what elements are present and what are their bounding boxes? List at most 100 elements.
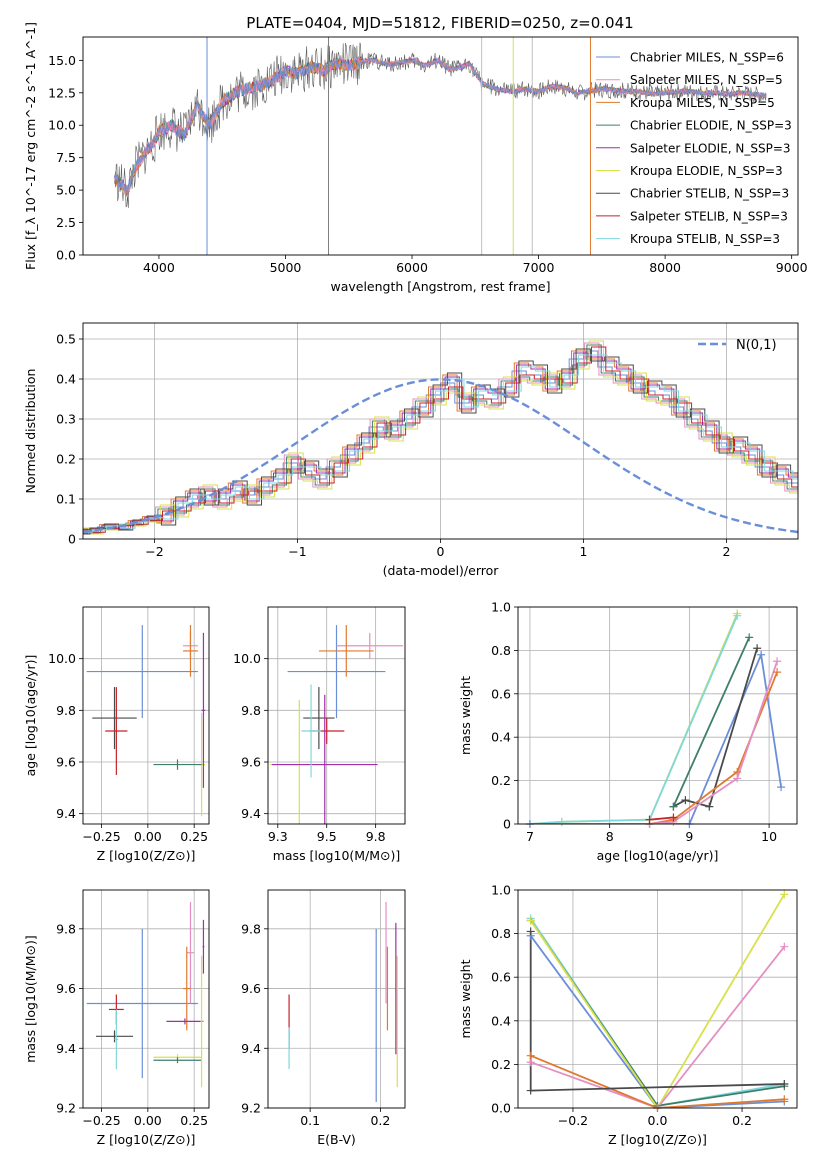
- y-tick-label: 9.6: [56, 755, 76, 770]
- mass-weight-vs-metallicity-panel: −0.2 0.0 0.2 0.0 0.2 0.4 0.6 0.8 1.0 Z [log10(Z/Z…: [458, 883, 798, 1147]
- y-tick-label: 0.5: [56, 332, 76, 347]
- histogram-step: [83, 346, 798, 533]
- legend-label: N(0,1): [736, 338, 777, 353]
- data-point: [705, 802, 714, 811]
- x-tick-label: 4000: [143, 260, 175, 275]
- histogram-step: [83, 348, 798, 535]
- spectrum-line: [114, 42, 767, 209]
- y-tick-label: 0.4: [491, 1013, 511, 1028]
- y-tick-label: 0.8: [491, 643, 511, 658]
- weight-line: [529, 935, 785, 1108]
- age-vs-mass-panel: 9.3 9.5 9.8 9.4 9.6 9.8 10.0 mass [log10(M/M⊙)]: [233, 606, 406, 863]
- y-tick-label: 9.8: [56, 921, 76, 936]
- legend-label: Chabrier STELIB, N_SSP=3: [630, 187, 789, 201]
- y-tick-label: 0.2: [491, 773, 511, 788]
- x-tick-label: 0.00: [134, 1113, 162, 1128]
- data-point: [526, 1051, 535, 1060]
- x-tick-label: 0.2: [732, 1113, 752, 1128]
- y-tick-label: 0.0: [491, 1101, 511, 1116]
- y-tick-label: 0.4: [56, 372, 76, 387]
- x-tick-label: 8: [606, 829, 614, 844]
- data-point: [780, 1095, 789, 1104]
- axes-frame: [517, 889, 798, 1109]
- y-tick-label: 0.8: [491, 926, 511, 941]
- mass-weight-vs-age-panel: 7 8 9 10 0 0.2 0.4 0.6 0.8 1.0 age [log10(age/yr)]…: [458, 600, 798, 863]
- y-tick-label: 9.2: [56, 1101, 76, 1116]
- x-tick-label: 1: [580, 544, 588, 559]
- x-tick-label: 0.1: [300, 1113, 320, 1128]
- data-point: [773, 668, 782, 677]
- y-axis-label: Normed distribution: [23, 369, 38, 494]
- plot-area: [86, 625, 206, 817]
- x-axis-label: Z [log10(Z/Z⊙)]: [97, 1132, 196, 1147]
- legend-label: Chabrier MILES, N_SSP=6: [630, 51, 784, 65]
- spectrum-line: [114, 56, 767, 196]
- x-tick-label: 0.25: [180, 1113, 208, 1128]
- y-tick-label: 0.2: [491, 1057, 511, 1072]
- age-vs-metallicity-panel: −0.25 0.00 0.25 9.4 9.6 9.8 10.0 Z [log10(Z/Z⊙)…: [23, 606, 210, 863]
- data-point: [681, 796, 690, 805]
- x-tick-label: 2: [723, 544, 731, 559]
- x-axis-label: Z [log10(Z/Z⊙)]: [608, 1132, 707, 1147]
- y-tick-label: 15.0: [48, 53, 76, 68]
- y-axis-label: mass weight: [458, 959, 473, 1038]
- data-point: [557, 817, 566, 826]
- plot-area: [86, 901, 205, 1088]
- mass-vs-ebv-panel: 0.1 0.2 9.2 9.4 9.6 9.8 E(B-V): [241, 889, 406, 1147]
- axes-frame: [267, 889, 406, 1109]
- x-tick-label: −0.25: [82, 829, 120, 844]
- y-tick-label: 10.0: [233, 651, 261, 666]
- x-tick-label: 0.2: [370, 1113, 390, 1128]
- axes-frame: [517, 606, 798, 825]
- weight-line: [672, 647, 758, 808]
- histogram-panel: −2 −1 0 1 2 0 0.1 0.2 0.3 0.4 0.5 (data-model)/erro…: [23, 322, 799, 578]
- data-point: [780, 890, 789, 899]
- x-tick-label: 9000: [776, 260, 808, 275]
- plot-area: [529, 613, 782, 824]
- weight-line: [649, 671, 778, 824]
- x-tick-label: 7000: [523, 260, 555, 275]
- plot-area: [288, 901, 398, 1103]
- data-point: [733, 774, 742, 783]
- data-point: [526, 916, 535, 925]
- weight-line: [529, 893, 786, 1108]
- legend-label: Salpeter STELIB, N_SSP=3: [630, 209, 788, 223]
- x-axis-label: wavelength [Angstrom, rest frame]: [330, 279, 550, 294]
- legend-label: Chabrier ELODIE, N_SSP=3: [630, 119, 792, 133]
- y-tick-label: 7.5: [56, 150, 76, 165]
- histogram-step: [83, 352, 798, 534]
- x-tick-label: 0.25: [180, 829, 208, 844]
- x-tick-label: 8000: [649, 260, 681, 275]
- y-tick-label: 9.8: [241, 703, 261, 718]
- x-axis-label: E(B-V): [317, 1132, 356, 1147]
- x-tick-label: 9.8: [366, 829, 386, 844]
- y-tick-label: 2.5: [56, 215, 76, 230]
- weight-line: [530, 946, 786, 1108]
- data-point: [645, 815, 654, 824]
- plot-area: [114, 37, 767, 255]
- y-axis-label: mass weight: [458, 676, 473, 755]
- x-tick-label: 0.00: [134, 829, 162, 844]
- weight-line: [529, 613, 739, 824]
- data-point: [733, 611, 742, 620]
- y-axis-label: mass [log10(M/M⊙)]: [23, 935, 38, 1063]
- y-tick-label: 1.0: [491, 600, 511, 615]
- x-tick-label: 9.3: [268, 829, 288, 844]
- y-tick-label: 0: [68, 532, 76, 547]
- y-tick-label: 1.0: [491, 883, 511, 898]
- data-point: [745, 633, 754, 642]
- normal-curve: [83, 378, 798, 534]
- mass-vs-metallicity-panel: −0.25 0.00 0.25 9.2 9.4 9.6 9.8 Z [log10(Z/Z⊙)]…: [23, 889, 210, 1147]
- weight-line: [672, 637, 751, 807]
- histogram-step: [83, 350, 798, 532]
- axes-frame: [267, 606, 406, 825]
- legend-label: Salpeter ELODIE, N_SSP=3: [630, 141, 791, 155]
- weight-line: [649, 661, 778, 824]
- x-tick-label: −0.25: [82, 1113, 120, 1128]
- data-point: [780, 942, 789, 951]
- x-tick-label: −0.2: [558, 1113, 588, 1128]
- spectrum-legend: Chabrier MILES, N_SSP=6 Salpeter MILES, N…: [596, 51, 792, 246]
- histogram-step: [83, 342, 798, 534]
- plot-area: [83, 340, 798, 535]
